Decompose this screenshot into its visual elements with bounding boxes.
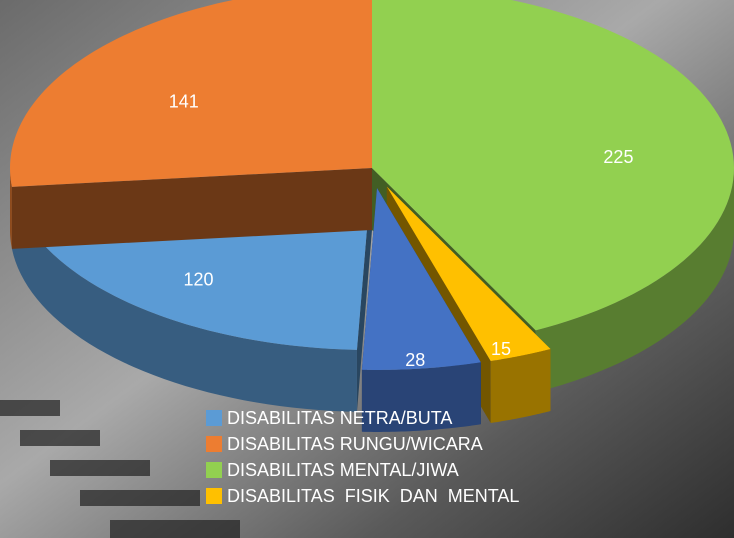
pie-slice — [10, 0, 372, 187]
data-label: 141 — [169, 91, 199, 111]
legend-label: DISABILITAS FISIK DAN MENTAL — [227, 486, 519, 506]
legend-label: DISABILITAS RUNGU/WICARA — [227, 434, 483, 454]
legend-swatch — [206, 410, 222, 426]
slice-side — [10, 168, 12, 249]
pie-slice — [372, 0, 734, 331]
pie-slice — [386, 186, 551, 362]
legend-swatch — [206, 488, 222, 504]
slice-side — [361, 362, 481, 432]
slice-cut-face — [11, 168, 373, 249]
slice-side — [535, 168, 734, 393]
data-label: 28 — [405, 350, 425, 370]
legend-swatch — [206, 462, 222, 478]
slice-side — [11, 186, 357, 412]
legend-label: DISABILITAS NETRA/BUTA — [227, 408, 452, 428]
pie-slice — [361, 187, 481, 370]
stairs — [0, 400, 240, 538]
legend-label: DISABILITAS MENTAL/JIWA — [227, 460, 459, 480]
slice-side — [490, 349, 551, 424]
data-label: 225 — [603, 147, 633, 167]
data-label: 15 — [491, 339, 511, 359]
legend-swatch — [206, 436, 222, 452]
data-label: 120 — [183, 270, 213, 290]
